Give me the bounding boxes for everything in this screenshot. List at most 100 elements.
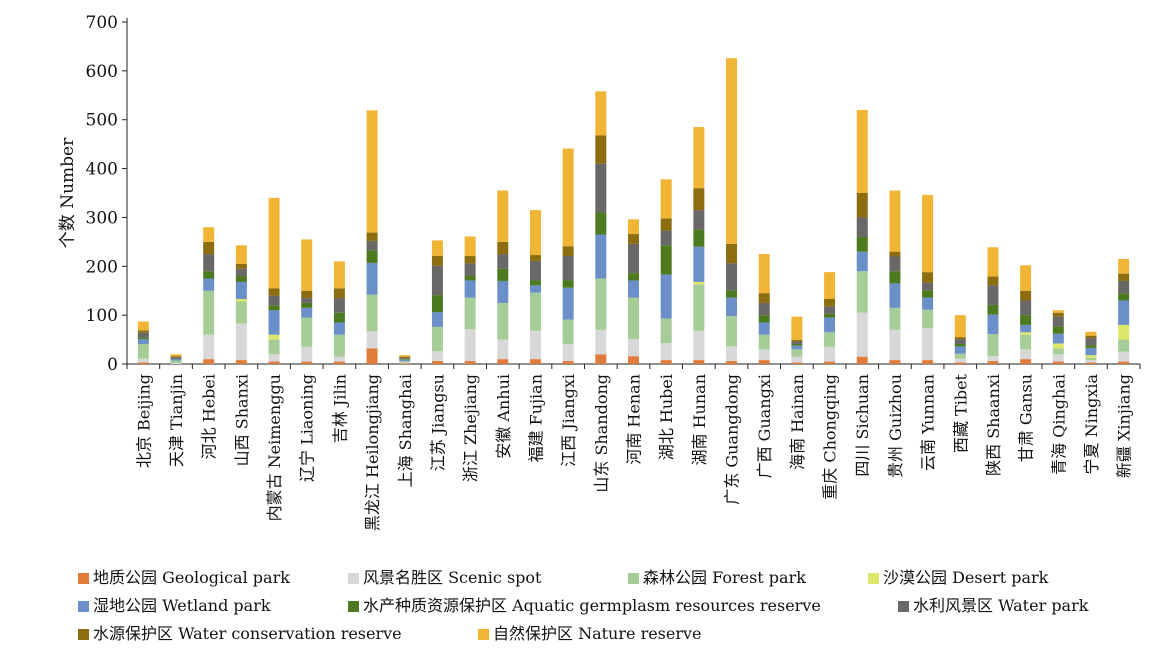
bar-segment [137,337,149,340]
x-tick-label: 上海 Shanghai [396,374,415,487]
legend-label: 水产种质资源保护区 Aquatic germplasm resources re… [363,596,821,615]
bar-segment [301,290,313,299]
bar-segment [922,272,934,283]
bar-segment [529,292,541,331]
x-tick-label: 浙江 Zhejiang [461,374,480,482]
bar-segment [987,361,999,364]
bar-segment [954,337,966,340]
bar-segment [1052,312,1064,317]
legend-swatch [78,573,89,584]
bar-segment [595,234,607,279]
legend-swatch [868,573,879,584]
x-tick-label: 西藏 Tibet [951,373,970,453]
bar-segment [922,297,934,310]
bar-segment [333,322,345,335]
chart-axes: 0 100 200 300 400 500 600 700 [86,13,1141,375]
bar-segment [987,304,999,315]
bar-segment [464,280,476,298]
bar-segment [987,285,999,305]
chart-bars [137,58,1130,364]
bar-segment [987,314,999,335]
bar-segment [693,284,705,331]
legend-label: 水源保护区 Water conservation reserve [93,624,402,643]
bar-segment [137,362,149,364]
bar-segment [170,357,182,359]
bar-segment [137,330,149,333]
bar-segment [824,346,836,362]
bar-segment [889,329,901,361]
legend-item: 森林公园 Forest park [628,568,806,588]
bar-segment [333,361,345,364]
bar-segment [431,256,443,266]
bar-segment [203,241,215,255]
legend-label: 水利风景区 Water park [913,596,1089,615]
bar-segment [301,307,313,318]
bar-segment [1085,362,1097,364]
bar-segment [1052,354,1064,362]
legend-label: 自然保护区 Nature reserve [493,624,702,643]
bar-segment [758,360,770,364]
bar-segment [170,354,182,357]
bar-segment [922,282,934,291]
bar-segment [1052,343,1064,349]
bar-segment [333,261,345,289]
bar-segment [954,346,966,354]
bar-segment [268,354,280,362]
bar-segment [856,236,868,252]
bar-segment [235,276,247,282]
bar-segment [431,265,443,296]
bar-segment [497,359,509,364]
bar-segment [1052,361,1064,364]
bar-segment [366,348,378,364]
bar-segment [399,355,411,357]
bar-segment [660,218,672,231]
bar-segment [1052,310,1064,313]
stacked-bar-chart: 0 100 200 300 400 500 600 700 北京 Beijing 天津 Tian… [58,13,1141,531]
legend-item: 水产种质资源保护区 Aquatic germplasm resources re… [348,596,821,616]
bar-segment [1052,348,1064,355]
y-tick-label: 400 [86,160,118,180]
bar-segment [562,361,574,364]
bar-segment [726,361,738,364]
bar-segment [758,334,770,350]
bar-segment [268,197,280,289]
x-tick-label: 内蒙古 Neimenggu [265,374,284,521]
bar-segment [333,334,345,357]
bar-segment [1118,258,1130,274]
bar-segment [693,188,705,211]
bar-segment [301,361,313,364]
bar-segment [954,353,966,359]
bar-segment [366,232,378,241]
bar-segment [726,263,738,291]
bar-segment [137,332,149,338]
bar-segment [431,240,443,257]
legend-swatch [348,573,359,584]
bar-segment [922,290,934,298]
bar-segment [170,359,182,361]
bar-segment [889,190,901,252]
bar-segment [856,109,868,193]
bar-segment [1085,331,1097,336]
x-tick-label: 山东 Shandong [592,374,611,493]
bar-segment [235,268,247,277]
bar-segment [1085,357,1097,361]
bar-segment [791,356,803,363]
bar-segment [203,359,215,364]
bar-segment [529,285,541,293]
bar-segment [497,190,509,242]
bar-segment [137,358,149,363]
bar-segment [1118,351,1130,362]
legend-item: 沙漠公园 Desert park [868,568,1048,588]
bar-segment [758,315,770,323]
bar-segment [366,262,378,295]
bar-segment [987,334,999,357]
bar-segment [1118,300,1130,325]
bar-segment [464,361,476,364]
bar-segment [595,329,607,355]
y-tick-label: 500 [86,111,118,131]
bar-segment [529,260,541,281]
bar-segment [464,256,476,264]
legend-item: 自然保护区 Nature reserve [478,624,702,644]
bar-segment [628,297,639,340]
bar-segment [595,278,607,330]
